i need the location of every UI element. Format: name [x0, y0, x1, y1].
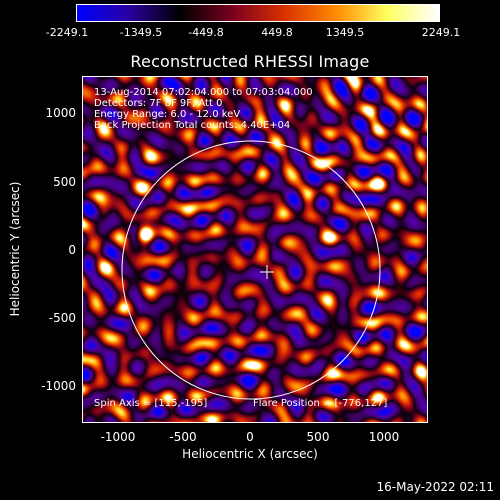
y-tick-label: 0	[68, 243, 76, 257]
x-tick-label: 0	[246, 430, 254, 444]
timestamp: 16-May-2022 02:11	[376, 480, 494, 494]
plot-title: Reconstructed RHESSI Image	[130, 52, 370, 71]
colorbar-tick-label: -449.8	[188, 26, 224, 39]
y-tick-label: -1000	[41, 379, 76, 393]
colorbar-tick-label: -1349.5	[119, 26, 163, 39]
x-tick-label: -500	[169, 430, 197, 444]
y-axis-label: Heliocentric Y (arcsec)	[8, 181, 22, 317]
image-overlay	[121, 140, 381, 400]
solar-limb-circle	[121, 140, 381, 400]
rhessi-image-map	[83, 77, 427, 422]
detectors-label: Detectors: 7F 8F 9F, Att 0	[94, 98, 223, 109]
colorbar-tick-label: 449.8	[261, 26, 293, 39]
y-tick-label: 500	[53, 175, 76, 189]
flare-position-label: Flare Position = [-776,127]	[253, 398, 388, 409]
colorbar-tick-label: 2249.1	[421, 26, 461, 39]
energy-range-label: Energy Range: 6.0 - 12.0 keV	[94, 109, 241, 120]
x-tick-label: -1000	[100, 430, 136, 444]
x-tick-label: 1000	[368, 430, 400, 444]
y-tick-label: -500	[48, 311, 76, 325]
x-axis-label: Heliocentric X (arcsec)	[182, 447, 318, 461]
spin-axis-label: Spin Axis = [115,-195]	[94, 398, 208, 409]
colorbar-tick-label: 1349.5	[325, 26, 365, 39]
time-range-label: 13-Aug-2014 07:02:04.000 to 07:03:04.000	[94, 87, 313, 98]
image-plot	[82, 76, 428, 423]
x-tick-label: 500	[306, 430, 330, 444]
colorbar-tick-label: -2249.1	[45, 26, 89, 39]
y-tick-label: 1000	[45, 106, 76, 120]
colorbar	[76, 4, 440, 22]
method-counts-label: Back Projection Total counts: 4.40E+04	[94, 120, 291, 131]
